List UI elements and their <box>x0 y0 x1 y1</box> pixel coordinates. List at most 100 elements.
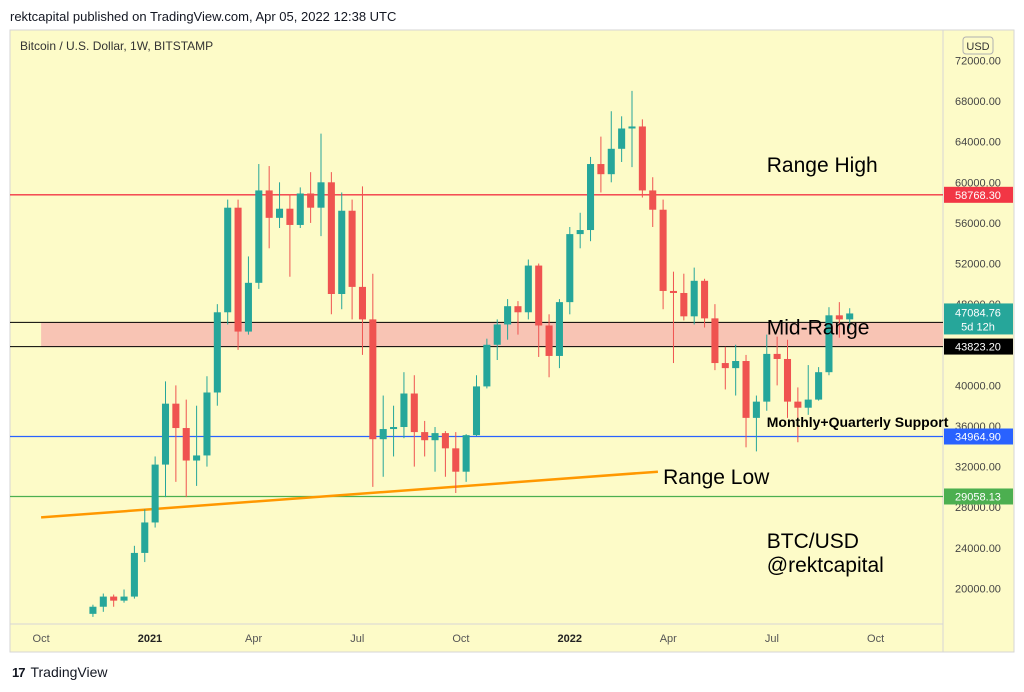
y-tick-label: 56000.00 <box>955 218 1001 230</box>
x-tick-label: Jul <box>350 633 364 645</box>
currency-button[interactable]: USD <box>962 36 994 55</box>
candle-body <box>472 386 481 436</box>
x-tick-label: Apr <box>245 633 262 645</box>
candle-body <box>369 319 377 440</box>
candle-body <box>669 290 677 293</box>
candle-body <box>815 372 823 400</box>
annotation-monthly-quarterly-support: Monthly+Quarterly Support <box>767 414 949 430</box>
range-low-trendline <box>41 470 659 519</box>
candle-up <box>566 226 574 315</box>
y-tick-label: 68000.00 <box>955 96 1001 108</box>
candle-body <box>110 596 118 601</box>
level-price-bg <box>944 338 1013 355</box>
candle-body <box>659 209 667 291</box>
annotation-range-low: Range Low <box>663 466 770 489</box>
candle-body <box>410 393 418 433</box>
candle-up <box>815 367 823 401</box>
candle-down <box>773 336 781 386</box>
candle-down <box>358 186 366 355</box>
candle-up <box>161 381 170 498</box>
candle-body <box>514 306 522 313</box>
candle-body <box>576 230 584 235</box>
candle-down <box>421 420 429 457</box>
candle-body <box>224 207 232 313</box>
candle-up <box>804 365 812 415</box>
candle-body <box>483 344 491 387</box>
candle-up <box>276 182 284 228</box>
candle-up <box>141 509 149 563</box>
candle-body <box>607 148 615 175</box>
candle-body <box>783 358 792 402</box>
tradingview-brand: TradingView <box>30 664 108 680</box>
candle-body <box>566 234 574 303</box>
candle-body <box>421 432 429 441</box>
candle-body <box>535 265 543 326</box>
time-axis: Oct 2021 Apr Jul Oct 2022 Apr Jul Oct <box>33 633 885 645</box>
candle-body <box>462 435 470 472</box>
candle-up <box>763 334 771 411</box>
candle-body <box>732 361 740 369</box>
candle-body <box>172 403 180 429</box>
candle-body <box>701 280 709 319</box>
x-tick-label: Oct <box>33 633 50 645</box>
tradingview-footer: 17 TradingView <box>12 664 108 680</box>
candle-body <box>711 318 719 364</box>
candle-up <box>213 304 221 406</box>
candle-up <box>130 545 138 599</box>
candle-down <box>327 172 335 315</box>
candle-up <box>99 593 107 612</box>
mid-range-zone <box>41 322 944 347</box>
candle-body <box>255 190 263 283</box>
y-tick-label: 28000.00 <box>955 502 1001 514</box>
candle-up <box>825 307 833 376</box>
candle-down <box>182 399 190 498</box>
candle-up <box>400 372 408 439</box>
level-price-bg <box>944 186 1013 203</box>
candle-up <box>504 299 512 340</box>
current-price-text: 47084.76 <box>955 307 1001 319</box>
candle-body <box>234 207 242 332</box>
candle-body <box>182 428 190 461</box>
x-tick-label: Oct <box>867 633 884 645</box>
candle-down <box>659 199 667 310</box>
candle-body <box>400 393 408 428</box>
candle-down <box>286 194 294 277</box>
candle-body <box>825 315 833 373</box>
candle-up <box>338 192 346 310</box>
candle-body <box>89 606 97 614</box>
x-tick-label: Apr <box>660 633 677 645</box>
candle-down <box>597 136 605 193</box>
countdown-text: 5d 12h <box>961 321 995 333</box>
candle-body <box>587 164 595 231</box>
candle-body <box>151 464 159 523</box>
candle-down <box>783 339 792 418</box>
candle-body <box>286 208 294 225</box>
current-price-label: 47084.76 5d 12h <box>944 303 1013 335</box>
annotation-btc-usd: BTC/USD <box>767 530 859 553</box>
candle-up <box>846 308 854 329</box>
candle-body <box>307 193 315 208</box>
candle-body <box>804 399 812 408</box>
publisher-header: rektcapital published on TradingView.com… <box>10 9 397 24</box>
candle-down <box>110 594 118 607</box>
candle-body <box>597 164 605 175</box>
candle-up <box>607 111 615 183</box>
candle-body <box>618 128 626 149</box>
candle-down <box>441 431 449 477</box>
annotation-rektcapital: @rektcapital <box>767 554 884 577</box>
candle-up <box>618 116 626 162</box>
candle-up <box>462 434 470 482</box>
candle-up <box>203 376 211 467</box>
candle-body <box>835 315 843 320</box>
candle-down <box>721 346 729 390</box>
candle-up <box>120 589 128 603</box>
candle-down <box>514 301 522 335</box>
candle-down <box>680 273 688 321</box>
candle-up <box>555 299 563 369</box>
candle-body <box>338 210 346 294</box>
annotation-mid-range: Mid-Range <box>767 317 870 340</box>
trendline-layer <box>41 470 659 519</box>
x-tick-label: Oct <box>452 633 469 645</box>
candle-up <box>317 133 325 237</box>
candle-up <box>587 156 595 242</box>
